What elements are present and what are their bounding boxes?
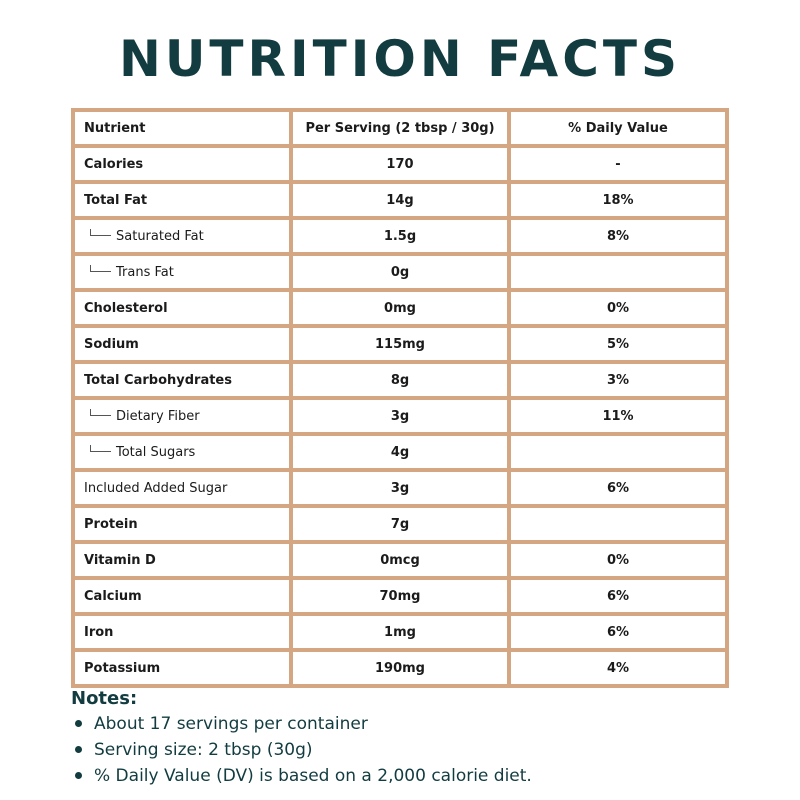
nutrient-label: Saturated Fat	[116, 228, 204, 244]
table-row: Cholesterol 0mg 0%	[73, 290, 727, 326]
nutrition-table: Nutrient Per Serving (2 tbsp / 30g) % Da…	[71, 108, 729, 688]
daily-value-cell	[509, 506, 727, 542]
table-row: Protein 7g	[73, 506, 727, 542]
nutrient-label: Cholesterol	[84, 300, 168, 316]
nutrient-label: Dietary Fiber	[116, 408, 200, 424]
nutrient-label: Sodium	[84, 336, 139, 352]
nutrient-name-cell: Potassium	[73, 650, 291, 686]
nutrient-label: Total Carbohydrates	[84, 372, 232, 388]
amount-cell: 3g	[291, 470, 509, 506]
amount-cell: 190mg	[291, 650, 509, 686]
note-item: % Daily Value (DV) is based on a 2,000 c…	[71, 763, 771, 789]
daily-value-cell: 6%	[509, 470, 727, 506]
sub-item-connector-icon	[90, 444, 111, 452]
amount-cell: 170	[291, 146, 509, 182]
daily-value-cell: 8%	[509, 218, 727, 254]
nutrient-label: Calcium	[84, 588, 142, 604]
nutrient-name-cell: Calories	[73, 146, 291, 182]
nutrient-name-cell: Total Sugars	[73, 434, 291, 470]
table-row: Total Sugars 4g	[73, 434, 727, 470]
nutrient-label: Protein	[84, 516, 138, 532]
nutrient-name-cell: Sodium	[73, 326, 291, 362]
table-header-row: Nutrient Per Serving (2 tbsp / 30g) % Da…	[73, 110, 727, 146]
sub-item-connector-icon	[90, 264, 111, 272]
nutrient-label: Total Fat	[84, 192, 148, 208]
amount-cell: 14g	[291, 182, 509, 218]
bullet-icon	[75, 772, 82, 779]
table-row: Included Added Sugar 3g 6%	[73, 470, 727, 506]
note-item: Serving size: 2 tbsp (30g)	[71, 737, 771, 763]
page-title: NUTRITION FACTS	[118, 30, 682, 88]
bullet-icon	[75, 746, 82, 753]
table-row: Vitamin D 0mcg 0%	[73, 542, 727, 578]
nutrient-name-cell: Vitamin D	[73, 542, 291, 578]
daily-value-cell: -	[509, 146, 727, 182]
amount-cell: 70mg	[291, 578, 509, 614]
table-row: Trans Fat 0g	[73, 254, 727, 290]
table-row: Total Fat 14g 18%	[73, 182, 727, 218]
nutrient-label: Potassium	[84, 660, 161, 676]
amount-cell: 0mcg	[291, 542, 509, 578]
note-text: About 17 servings per container	[94, 714, 368, 734]
daily-value-cell	[509, 254, 727, 290]
amount-cell: 4g	[291, 434, 509, 470]
table-row: Saturated Fat 1.5g 8%	[73, 218, 727, 254]
daily-value-cell	[509, 434, 727, 470]
daily-value-cell: 6%	[509, 578, 727, 614]
daily-value-cell: 0%	[509, 290, 727, 326]
notes-title: Notes:	[71, 688, 138, 709]
table-row: Calcium 70mg 6%	[73, 578, 727, 614]
table-row: Total Carbohydrates 8g 3%	[73, 362, 727, 398]
daily-value-cell: 3%	[509, 362, 727, 398]
sub-item-connector-icon	[90, 228, 111, 236]
nutrient-label: Trans Fat	[116, 264, 174, 280]
amount-cell: 0g	[291, 254, 509, 290]
notes-list: About 17 servings per container Serving …	[71, 711, 771, 789]
nutrient-name-cell: Saturated Fat	[73, 218, 291, 254]
nutrient-label: Total Sugars	[116, 444, 196, 460]
bullet-icon	[75, 720, 82, 727]
table-row: Potassium 190mg 4%	[73, 650, 727, 686]
table-row: Sodium 115mg 5%	[73, 326, 727, 362]
nutrient-name-cell: Included Added Sugar	[73, 470, 291, 506]
daily-value-cell: 11%	[509, 398, 727, 434]
nutrient-name-cell: Total Fat	[73, 182, 291, 218]
nutrient-name-cell: Total Carbohydrates	[73, 362, 291, 398]
nutrient-label: Iron	[84, 624, 114, 640]
note-text: Serving size: 2 tbsp (30g)	[94, 740, 313, 760]
nutrient-name-cell: Calcium	[73, 578, 291, 614]
column-header-daily-value: % Daily Value	[509, 110, 727, 146]
amount-cell: 1.5g	[291, 218, 509, 254]
daily-value-cell: 4%	[509, 650, 727, 686]
nutrient-name-cell: Protein	[73, 506, 291, 542]
table-row: Dietary Fiber 3g 11%	[73, 398, 727, 434]
daily-value-cell: 5%	[509, 326, 727, 362]
nutrient-label: Vitamin D	[84, 552, 156, 568]
notes-section: Notes: About 17 servings per container S…	[71, 688, 771, 789]
amount-cell: 8g	[291, 362, 509, 398]
column-header-per-serving: Per Serving (2 tbsp / 30g)	[291, 110, 509, 146]
amount-cell: 1mg	[291, 614, 509, 650]
nutrient-label: Included Added Sugar	[84, 480, 228, 496]
amount-cell: 0mg	[291, 290, 509, 326]
amount-cell: 115mg	[291, 326, 509, 362]
daily-value-cell: 6%	[509, 614, 727, 650]
amount-cell: 7g	[291, 506, 509, 542]
table-row: Calories 170-	[73, 146, 727, 182]
daily-value-cell: 18%	[509, 182, 727, 218]
nutrient-name-cell: Trans Fat	[73, 254, 291, 290]
column-header-nutrient: Nutrient	[73, 110, 291, 146]
nutrient-name-cell: Iron	[73, 614, 291, 650]
nutrient-name-cell: Cholesterol	[73, 290, 291, 326]
nutrient-label: Calories	[84, 156, 144, 172]
note-text: % Daily Value (DV) is based on a 2,000 c…	[94, 766, 532, 786]
amount-cell: 3g	[291, 398, 509, 434]
table-row: Iron 1mg 6%	[73, 614, 727, 650]
sub-item-connector-icon	[90, 408, 111, 416]
nutrient-name-cell: Dietary Fiber	[73, 398, 291, 434]
daily-value-cell: 0%	[509, 542, 727, 578]
note-item: About 17 servings per container	[71, 711, 771, 737]
